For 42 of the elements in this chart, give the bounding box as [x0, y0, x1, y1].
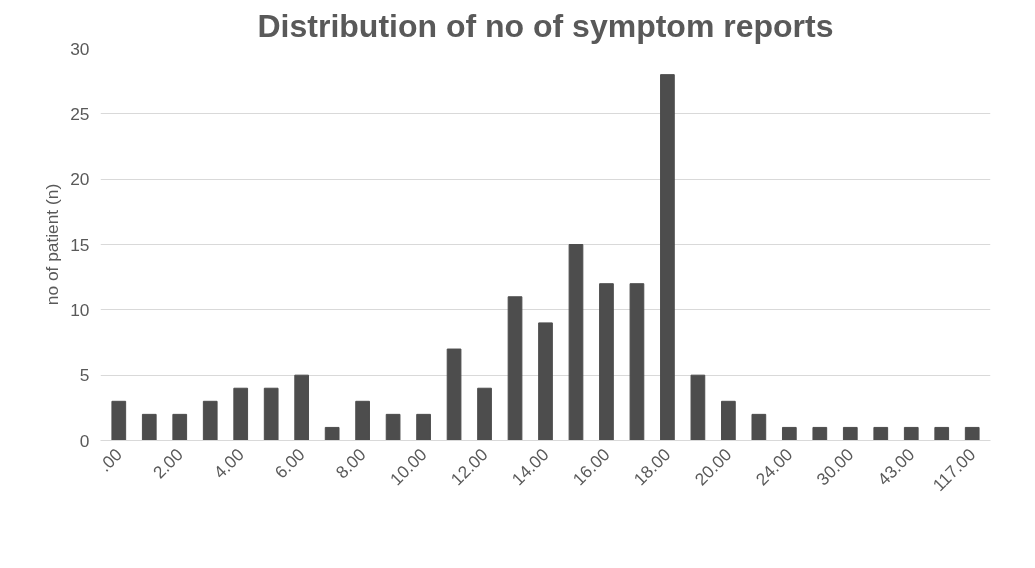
- bar: [507, 296, 523, 441]
- bar: [599, 283, 614, 441]
- bar: [568, 244, 584, 441]
- bar: [964, 426, 980, 441]
- y-tick-label: 20: [70, 169, 90, 190]
- bar: [324, 426, 340, 441]
- x-tick-label: 4.00: [209, 444, 248, 483]
- bar: [721, 400, 736, 441]
- y-tick-label: 30: [70, 38, 90, 59]
- y-tick-label: 25: [70, 103, 90, 124]
- bar: [141, 413, 157, 441]
- bar: [233, 387, 249, 441]
- bar: [629, 283, 645, 441]
- chart-title: Distribution of no of symptom reports: [257, 7, 834, 44]
- y-tick-label: 15: [70, 234, 90, 255]
- bar: [690, 374, 706, 441]
- bar: [660, 74, 675, 441]
- bar: [202, 400, 218, 441]
- x-tick-label: 6.00: [270, 444, 309, 483]
- bar: [294, 374, 310, 441]
- bar: [111, 400, 127, 441]
- bar: [355, 400, 370, 441]
- bar: [812, 426, 828, 441]
- x-tick-label: .00: [94, 444, 126, 476]
- bar: [873, 426, 889, 441]
- bar: [781, 426, 797, 441]
- bar: [934, 426, 950, 441]
- y-tick-label: 0: [79, 430, 90, 451]
- bar: [477, 387, 492, 441]
- y-tick-label: 10: [70, 299, 90, 320]
- y-tick-label: 5: [79, 365, 90, 386]
- bar: [842, 426, 858, 441]
- bar: [446, 348, 462, 441]
- bar: [263, 387, 279, 441]
- bar: [751, 413, 767, 441]
- x-tick-label: 8.00: [331, 444, 370, 483]
- bar: [385, 413, 401, 441]
- bar: [416, 413, 431, 441]
- bar: [903, 426, 919, 441]
- y-axis-title: no of patient (n): [42, 183, 63, 306]
- bar: [172, 413, 188, 441]
- bar: [538, 322, 553, 441]
